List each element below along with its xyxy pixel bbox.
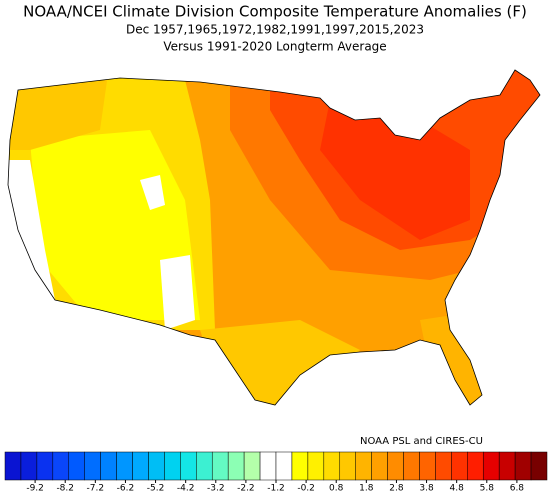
- colorbar-swatch: [307, 451, 325, 481]
- colorbar-swatch: [100, 451, 117, 481]
- colorbar-swatch: [514, 451, 532, 481]
- colorbar-swatch: [84, 451, 101, 481]
- us-outline: [7, 69, 541, 406]
- colorbar-swatch: [259, 451, 277, 481]
- baseline-note: Versus 1991-2020 Longterm Average: [163, 40, 386, 54]
- colorbar-swatch: [403, 451, 420, 481]
- colorbar-label: 4.8: [450, 484, 465, 493]
- colorbar-swatch: [530, 451, 548, 481]
- colorbar-label: -0.2: [297, 484, 315, 493]
- us-map: [8, 70, 540, 405]
- colorbar-swatch: [498, 451, 516, 481]
- colorbar-swatch: [148, 451, 165, 481]
- colorbar-label: -1.2: [267, 484, 285, 493]
- colorbar-swatch: [467, 451, 484, 481]
- colorbar-swatch: [211, 451, 229, 481]
- colorbar-swatch: [36, 451, 54, 481]
- colorbar-swatch: [20, 451, 38, 481]
- colorbar-swatch: [116, 451, 133, 481]
- colorbar-swatch: [371, 451, 388, 481]
- colorbar-label: 0.8: [329, 484, 344, 493]
- colorbar-swatch: [243, 451, 261, 481]
- colorbar-swatch: [419, 451, 436, 481]
- colorbar-swatch: [4, 451, 22, 481]
- colorbar-label: -3.2: [207, 484, 225, 493]
- colorbar-label: 1.8: [359, 484, 374, 493]
- colorbar-label: 6.8: [510, 484, 525, 493]
- colorbar-swatch: [291, 451, 309, 481]
- colorbar-swatch: [275, 451, 293, 481]
- colorbar-label: 2.8: [389, 484, 404, 493]
- colorbar-label: 3.8: [419, 484, 434, 493]
- colorbar-swatch: [227, 451, 245, 481]
- colorbar-swatch: [482, 451, 500, 481]
- colorbar-swatch: [339, 451, 356, 481]
- colorbar-swatch: [451, 451, 468, 481]
- colorbar-swatch: [196, 451, 213, 481]
- colorbar-label: -2.2: [237, 484, 255, 493]
- colorbar-swatch: [164, 451, 181, 481]
- title: NOAA/NCEI Climate Division Composite Tem…: [23, 3, 527, 21]
- colorbar-label: -4.2: [177, 484, 195, 493]
- colorbar-swatch: [132, 451, 149, 481]
- colorbar-label: 5.8: [480, 484, 495, 493]
- colorbar-swatch: [435, 451, 452, 481]
- colorbar-swatch: [355, 451, 372, 481]
- colorbar-swatch: [68, 451, 85, 481]
- subtitle: Dec 1957,1965,1972,1982,1991,1997,2015,2…: [126, 23, 424, 37]
- colorbar-label: -7.2: [87, 484, 105, 493]
- colorbar-label: -6.2: [117, 484, 135, 493]
- colorbar-swatch: [323, 451, 341, 481]
- colorbar: -9.2 -8.2 -7.2 -6.2 -5.2 -4.2 -3.2 -2.2 -1.2 -0.2…: [4, 451, 548, 494]
- colorbar-label: -9.2: [26, 484, 44, 493]
- colorbar-swatch: [387, 451, 404, 481]
- colorbar-swatch: [180, 451, 197, 481]
- credit: NOAA PSL and CIRES-CU: [360, 436, 483, 447]
- colorbar-label: -8.2: [56, 484, 74, 493]
- colorbar-swatch: [52, 451, 70, 481]
- colorbar-label: -5.2: [147, 484, 165, 493]
